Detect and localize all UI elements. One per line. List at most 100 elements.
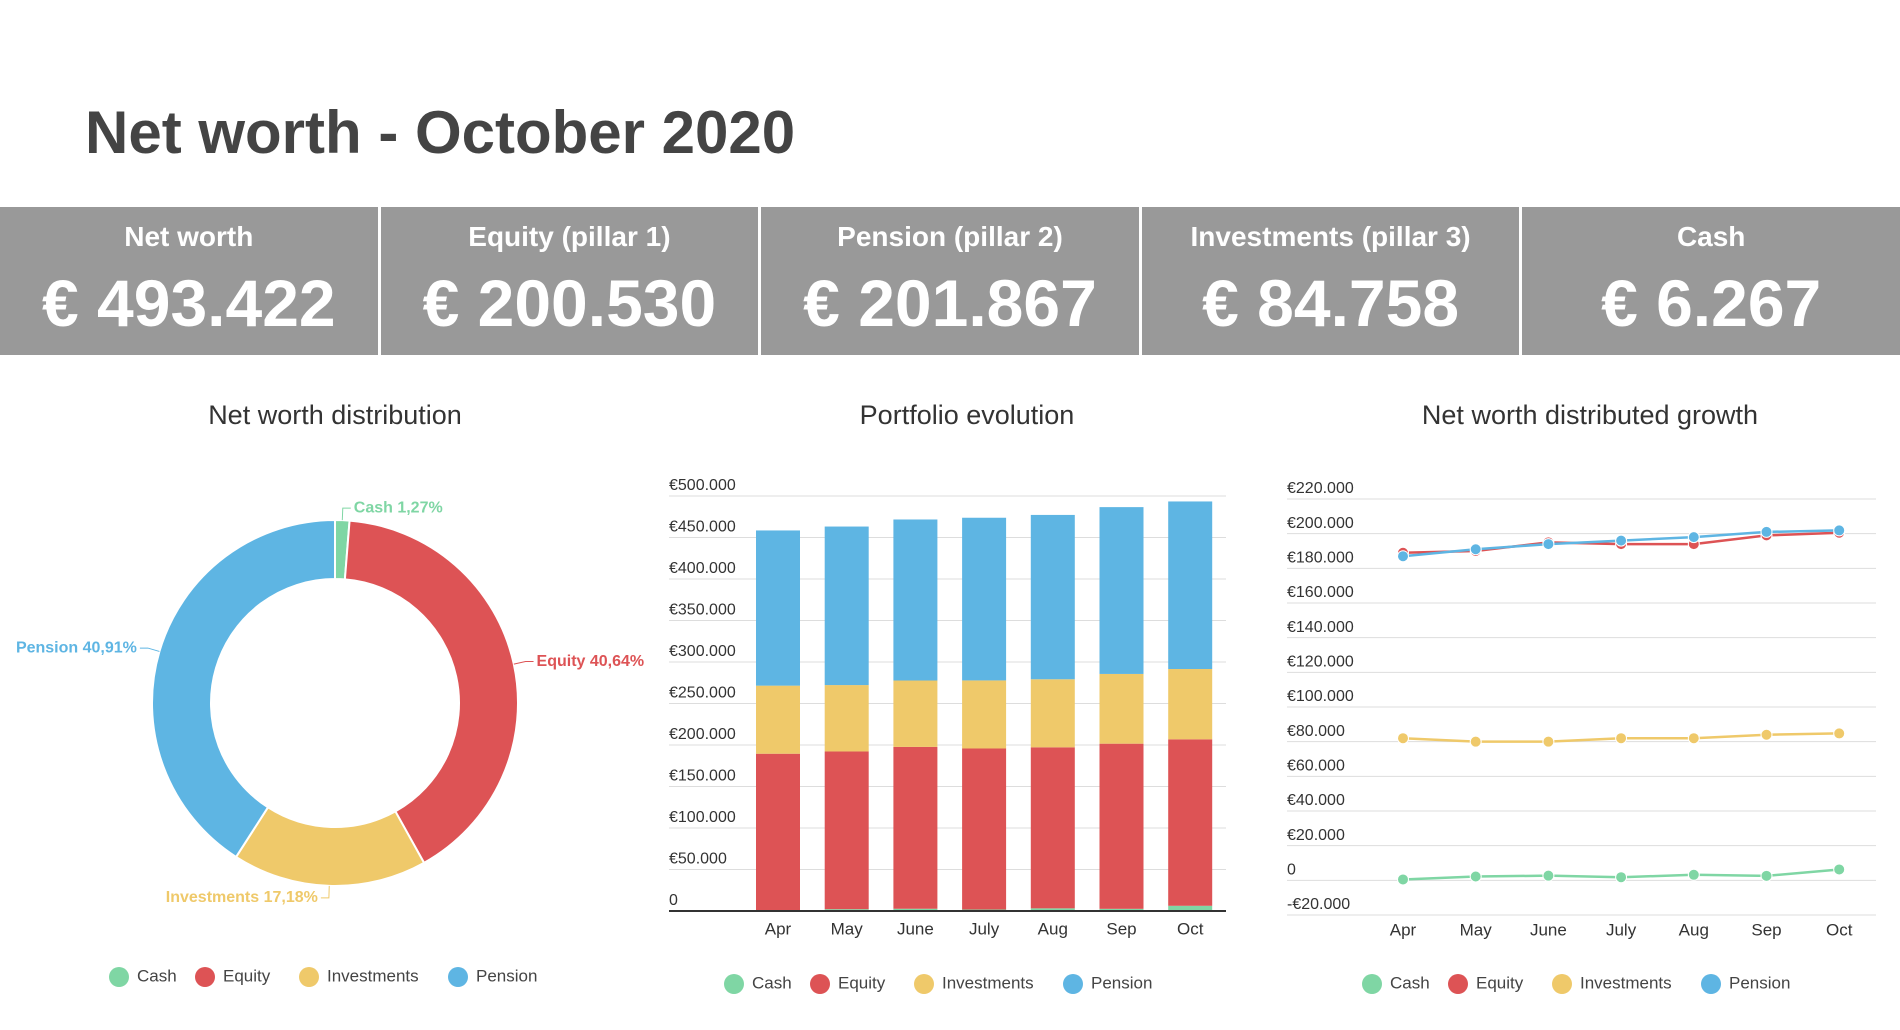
legend-label: Equity <box>838 973 886 992</box>
legend-swatch <box>810 974 830 994</box>
kpi-value: € 201.867 <box>803 266 1097 340</box>
kpi-card: Pension (pillar 2) € 201.867 <box>761 207 1139 355</box>
bar-segment <box>756 685 800 754</box>
point <box>1615 732 1628 745</box>
point <box>1542 735 1555 748</box>
bar-segment <box>1099 673 1144 744</box>
x-tick-label: June <box>1530 920 1567 939</box>
x-tick-label: June <box>897 919 934 938</box>
kpi-value: € 493.422 <box>41 266 336 340</box>
point <box>1687 868 1700 881</box>
bar-segment <box>1168 501 1213 670</box>
bar-segment <box>1168 905 1213 911</box>
legend-swatch <box>1701 974 1721 994</box>
y-tick-label: €100.000 <box>1287 688 1354 705</box>
x-tick-label: Sep <box>1751 920 1781 939</box>
x-tick-label: July <box>969 919 1000 938</box>
point <box>1469 735 1482 748</box>
slice-label: Cash 1,27% <box>354 499 443 516</box>
legend-label: Equity <box>1476 973 1524 992</box>
point <box>1615 871 1628 884</box>
pie-slice <box>343 519 519 865</box>
x-tick-label: Sep <box>1106 919 1136 938</box>
leader-line <box>320 885 330 899</box>
legend-swatch <box>299 967 319 987</box>
kpi-label: Net worth <box>124 221 254 252</box>
y-tick-label: €160.000 <box>1287 584 1354 601</box>
y-tick-label: €450.000 <box>669 519 736 536</box>
legend-label: Cash <box>752 973 792 992</box>
legend-swatch <box>1362 974 1382 994</box>
kpi-card: Net worth € 493.422 <box>0 207 378 355</box>
point <box>1687 531 1700 544</box>
point <box>1760 525 1773 538</box>
x-tick-label: Oct <box>1177 919 1204 938</box>
y-tick-label: €20.000 <box>1287 827 1345 844</box>
leader-line <box>513 661 534 665</box>
bar-segment <box>962 680 1007 749</box>
point <box>1469 543 1482 556</box>
point <box>1760 728 1773 741</box>
kpi-card: Equity (pillar 1) € 200.530 <box>380 207 759 355</box>
y-tick-label: €300.000 <box>669 643 736 660</box>
kpi-card: Investments (pillar 3) € 84.758 <box>1141 207 1520 355</box>
chart-title: Net worth distribution <box>208 400 462 430</box>
pie-slice <box>234 805 426 887</box>
bar-segment <box>824 751 869 910</box>
y-tick-label: €80.000 <box>1287 723 1345 740</box>
y-tick-label: 0 <box>1287 862 1296 879</box>
y-tick-label: €150.000 <box>669 768 736 785</box>
x-tick-label: May <box>831 919 864 938</box>
legend-label: Pension <box>476 966 537 985</box>
legend-label: Pension <box>1091 973 1152 992</box>
legend-swatch <box>109 967 129 987</box>
point <box>1469 870 1482 883</box>
y-tick-label: €200.000 <box>1287 515 1354 532</box>
kpi-value: € 6.267 <box>1601 266 1822 340</box>
point <box>1833 727 1846 740</box>
bar-segment <box>756 530 800 686</box>
legend-swatch <box>195 967 215 987</box>
leader-line <box>139 647 160 652</box>
bar-segment <box>1099 743 1144 909</box>
bar-segment <box>1030 514 1075 680</box>
legend-swatch <box>1448 974 1468 994</box>
legend-swatch <box>914 974 934 994</box>
bar-segment <box>1168 739 1213 906</box>
legend-swatch <box>448 967 468 987</box>
legend-label: Equity <box>223 966 271 985</box>
point <box>1687 732 1700 745</box>
y-tick-label: €200.000 <box>669 726 736 743</box>
bar-segment <box>1030 679 1075 748</box>
y-tick-label: €180.000 <box>1287 550 1354 567</box>
y-tick-label: €60.000 <box>1287 758 1345 775</box>
x-tick-label: Apr <box>1390 920 1417 939</box>
y-tick-label: €100.000 <box>669 809 736 826</box>
bar-segment <box>1168 669 1213 740</box>
bar-segment <box>893 908 938 911</box>
point <box>1833 524 1846 537</box>
bar-segment <box>824 685 869 752</box>
bar-segment <box>893 680 938 747</box>
kpi-label: Pension (pillar 2) <box>837 221 1063 252</box>
bar-segment <box>824 526 869 686</box>
y-tick-label: €400.000 <box>669 560 736 577</box>
point <box>1542 869 1555 882</box>
x-tick-label: July <box>1606 920 1637 939</box>
x-tick-label: Apr <box>765 919 792 938</box>
y-tick-label: €120.000 <box>1287 654 1354 671</box>
point <box>1397 873 1409 886</box>
kpi-label: Equity (pillar 1) <box>468 221 671 252</box>
slice-label: Pension 40,91% <box>16 639 137 656</box>
x-tick-label: Oct <box>1826 920 1853 939</box>
legend-swatch <box>1552 974 1572 994</box>
y-tick-label: €220.000 <box>1287 480 1354 497</box>
legend-label: Investments <box>1580 973 1672 992</box>
y-tick-label: -€20.000 <box>1287 896 1350 913</box>
y-tick-label: €500.000 <box>669 477 736 494</box>
y-tick-label: €40.000 <box>1287 792 1345 809</box>
kpi-label: Investments (pillar 3) <box>1190 221 1471 252</box>
kpi-value: € 84.758 <box>1202 266 1460 340</box>
